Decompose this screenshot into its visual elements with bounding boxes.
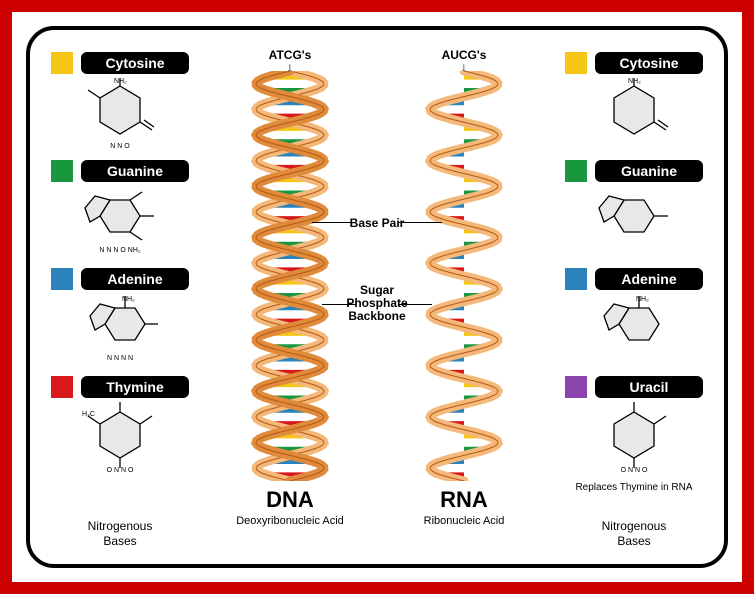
label-thymine: Thymine (81, 376, 189, 398)
chem-uracil: O N N O (574, 402, 694, 474)
label-cytosine: Cytosine (81, 52, 189, 74)
annot-line-bb-right (398, 304, 432, 305)
swatch-thymine (51, 376, 73, 398)
swatch-adenine (51, 268, 73, 290)
annot-backbone-l3: Backbone (348, 309, 405, 323)
swatch-cytosine-r (565, 52, 587, 74)
svg-text:O N N O: O N N O (621, 467, 648, 474)
swatch-cytosine (51, 52, 73, 74)
chem-adenine: NH₂ N N N N (60, 294, 180, 366)
base-row-uracil: Uracil (565, 376, 703, 398)
dna-column: ATCG's ↓ DNA Deoxyribonucleic Acid (225, 48, 355, 548)
svg-text:O N N O: O N N O (107, 467, 134, 474)
base-row-adenine-r: Adenine (565, 268, 703, 290)
svg-text:NH₂: NH₂ (636, 296, 649, 303)
chem-thymine: H₃C O N N O (60, 402, 180, 474)
base-row-guanine-r: Guanine (565, 160, 703, 182)
svg-text:H₃C: H₃C (82, 411, 95, 418)
left-footer: NitrogenousBases (88, 519, 153, 548)
arrow-down-icon: ↓ (461, 64, 468, 71)
rna-title: RNA (440, 487, 488, 513)
label-adenine: Adenine (81, 268, 189, 290)
rna-helix (414, 71, 514, 481)
annot-base-pair-text: Base Pair (350, 216, 405, 230)
right-footer: NitrogenousBases (602, 519, 667, 548)
svg-text:N N N O NH₂: N N N O NH₂ (99, 247, 141, 254)
base-row-guanine: Guanine (51, 160, 189, 182)
left-bases-column: Cytosine N N O NH₂ Guanine N N N O NH₂ Ad… (40, 48, 200, 548)
label-guanine-r: Guanine (595, 160, 703, 182)
swatch-adenine-r (565, 268, 587, 290)
uracil-note: Replaces Thymine in RNA (575, 482, 692, 493)
base-row-adenine: Adenine (51, 268, 189, 290)
annot-base-pair: Base Pair (350, 216, 405, 230)
label-cytosine-r: Cytosine (595, 52, 703, 74)
svg-text:NH₂: NH₂ (114, 78, 127, 85)
swatch-guanine (51, 160, 73, 182)
chem-guanine-r (574, 186, 694, 258)
dna-helix (240, 71, 340, 481)
base-row-cytosine: Cytosine (51, 52, 189, 74)
label-adenine-r: Adenine (595, 268, 703, 290)
rna-subtitle: Ribonucleic Acid (424, 515, 505, 527)
helix-section: ATCG's ↓ DNA Deoxyribonucleic Acid AUCG'… (200, 48, 554, 548)
chem-adenine-r: NH₂ (574, 294, 694, 366)
svg-text:NH₂: NH₂ (122, 296, 135, 303)
swatch-uracil (565, 376, 587, 398)
annot-backbone-l1: Sugar (360, 283, 394, 297)
svg-text:NH₂: NH₂ (628, 78, 641, 85)
annot-line-bb-left (322, 304, 356, 305)
annot-line-bp-left (312, 222, 356, 223)
right-bases-column: Cytosine NH₂ Guanine Adenine NH₂ Uracil … (554, 48, 714, 548)
dna-title: DNA (266, 487, 314, 513)
svg-text:N N N N: N N N N (107, 355, 133, 362)
label-guanine: Guanine (81, 160, 189, 182)
diagram-panel: Cytosine N N O NH₂ Guanine N N N O NH₂ Ad… (26, 26, 728, 568)
chem-cytosine-r: NH₂ (574, 78, 694, 150)
swatch-guanine-r (565, 160, 587, 182)
dna-subtitle: Deoxyribonucleic Acid (236, 515, 344, 527)
base-row-cytosine-r: Cytosine (565, 52, 703, 74)
rna-column: AUCG's ↓ RNA Ribonucleic Acid (399, 48, 529, 548)
svg-text:N N O: N N O (110, 143, 130, 150)
outer-frame: Cytosine N N O NH₂ Guanine N N N O NH₂ Ad… (12, 12, 742, 582)
chem-cytosine: N N O NH₂ (60, 78, 180, 150)
annot-line-bp-right (398, 222, 442, 223)
label-uracil: Uracil (595, 376, 703, 398)
chem-guanine: N N N O NH₂ (60, 186, 180, 258)
arrow-down-icon: ↓ (287, 64, 294, 71)
base-row-thymine: Thymine (51, 376, 189, 398)
